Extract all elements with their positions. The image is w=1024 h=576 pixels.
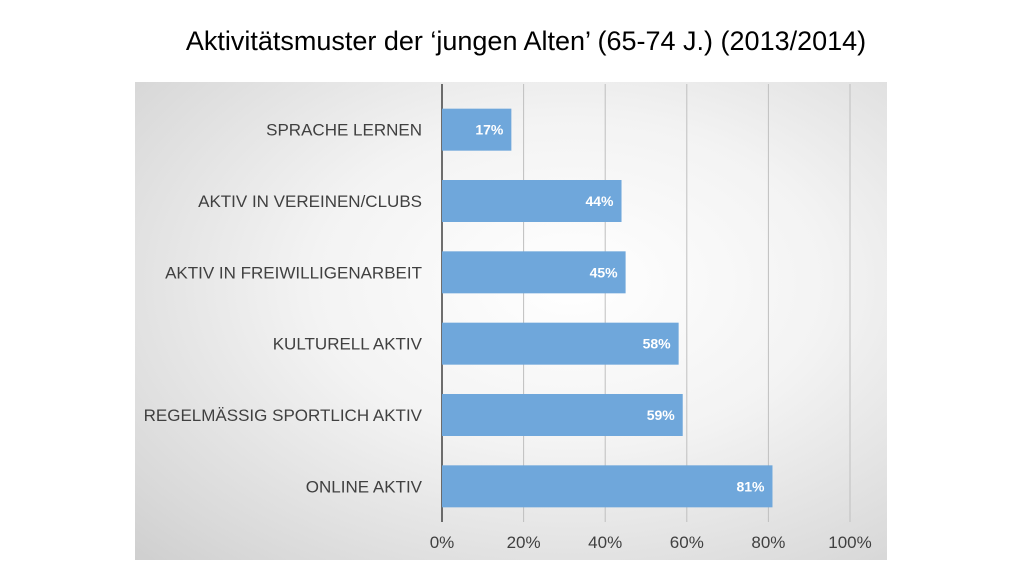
x-tick-label: 80% [751, 533, 785, 552]
bar-chart: SPRACHE LERNEN 17% AKTIV IN VEREINEN/CLUBS… [144, 84, 872, 552]
data-label: 81% [736, 478, 765, 494]
bar [442, 180, 622, 222]
data-label: 45% [590, 264, 619, 280]
category-label: AKTIV IN FREIWILLIGENARBEIT [165, 263, 422, 282]
bar [442, 465, 773, 508]
data-label: 44% [585, 193, 614, 209]
category-label: REGELMÄSSIG SPORTLICH AKTIV [144, 406, 423, 425]
category-label: SPRACHE LERNEN [266, 121, 422, 140]
x-tick-label: 20% [507, 533, 541, 552]
category-label: KULTURELL AKTIV [273, 335, 423, 354]
category-label: ONLINE AKTIV [306, 477, 423, 496]
data-label: 17% [475, 122, 504, 138]
x-tick-label: 100% [828, 533, 871, 552]
data-label: 59% [647, 407, 676, 423]
bar [442, 322, 679, 365]
bar [442, 108, 512, 151]
chart-area: SPRACHE LERNEN 17% AKTIV IN VEREINEN/CLUBS… [135, 82, 887, 560]
x-tick-label: 60% [670, 533, 704, 552]
x-tick-label: 40% [588, 533, 622, 552]
bar [442, 251, 626, 294]
bar [442, 394, 683, 436]
chart-title: Aktivitätsmuster der ‘jungen Alten’ (65-… [185, 26, 867, 56]
category-label: AKTIV IN VEREINEN/CLUBS [198, 192, 422, 211]
data-label: 58% [643, 336, 672, 352]
x-tick-label: 0% [430, 533, 455, 552]
